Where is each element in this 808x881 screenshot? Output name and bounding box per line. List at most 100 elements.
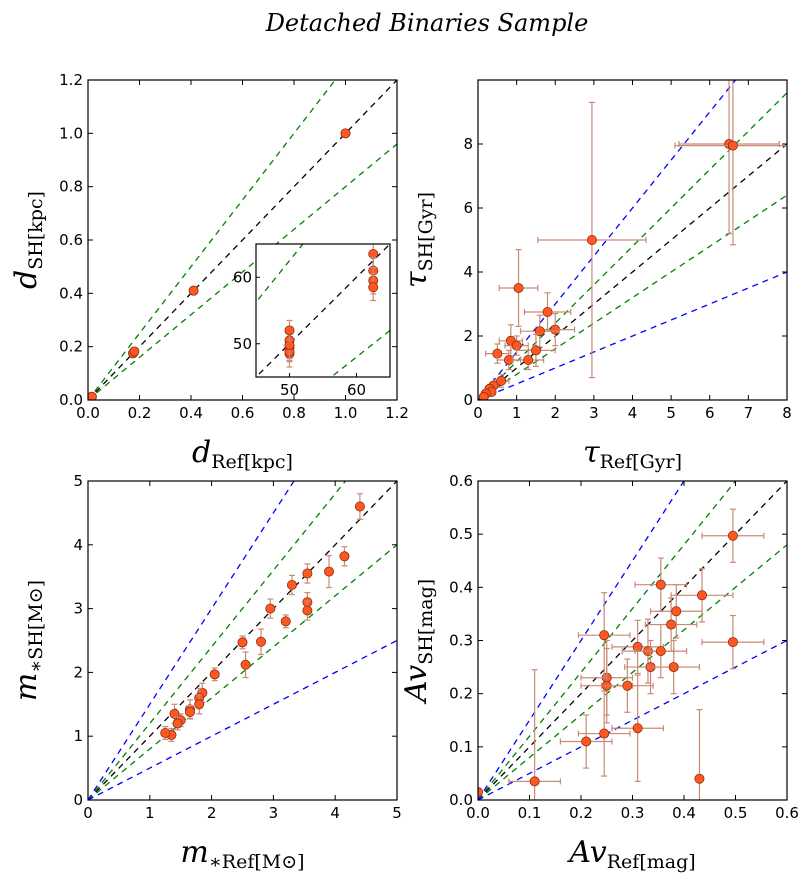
y-axis-label-sub: SH[Gyr] <box>415 192 437 271</box>
inset-data-points <box>284 244 379 368</box>
x-tick-label: 0.2 <box>569 804 593 822</box>
y-tick-label: 2 <box>73 663 83 681</box>
data-point <box>302 605 313 616</box>
data-point <box>492 348 503 359</box>
reference-line-0_8 <box>88 143 397 400</box>
data-point <box>529 776 540 787</box>
data-point <box>655 579 666 590</box>
data-point <box>550 324 561 335</box>
y-axis-label-sub: SH[kpc] <box>25 191 47 270</box>
data-point <box>727 140 738 151</box>
reference-line-1_2 <box>88 481 347 800</box>
reference-line-0_5 <box>478 639 787 800</box>
data-point <box>599 630 610 641</box>
x-tick-label: 0.0 <box>76 404 100 422</box>
x-axis-label: dRef[kpc] <box>192 435 293 473</box>
data-point <box>655 646 666 657</box>
data-points <box>478 80 787 400</box>
y-tick-label: 4 <box>73 536 83 554</box>
reference-line-1 <box>478 481 787 800</box>
x-axis-label: AvRef[mag] <box>566 835 695 873</box>
data-point <box>666 619 677 630</box>
x-tick-label: 0.0 <box>466 804 490 822</box>
data-point <box>129 346 140 357</box>
data-point <box>184 706 195 717</box>
x-tick-label: 6 <box>705 404 715 422</box>
inset-x-tick-label: 60 <box>347 381 366 399</box>
data-point <box>160 728 171 739</box>
data-points <box>478 508 765 800</box>
y-axis-label-sub: SH[mag] <box>415 579 437 665</box>
x-axis: 0.0 0.2 0.4 0.6 0.8 1.0 1.2 <box>76 80 409 422</box>
y-axis: 0.0 0.2 0.4 0.6 0.8 1.0 1.2 <box>59 71 397 409</box>
y-tick-label: 0.2 <box>449 685 473 703</box>
x-tick-label: 3 <box>269 804 279 822</box>
data-point <box>632 723 643 734</box>
y-axis-label-main: d <box>9 270 44 289</box>
y-tick-label: 1.2 <box>59 71 83 89</box>
x-tick-label: 2 <box>207 804 217 822</box>
data-point <box>169 708 180 719</box>
data-point <box>503 354 514 365</box>
y-tick-label: 0.3 <box>449 632 473 650</box>
reference-lines <box>478 80 787 400</box>
x-tick-label: 4 <box>330 804 340 822</box>
reference-line-1 <box>88 80 397 400</box>
x-axis-label-sub: Ref[kpc] <box>211 451 293 473</box>
data-point <box>237 637 248 648</box>
data-point <box>256 636 267 647</box>
data-point <box>523 354 534 365</box>
reference-line-1_5 <box>478 481 685 800</box>
x-tick-label: 8 <box>782 404 792 422</box>
y-axis: 0 2 4 6 8 <box>463 135 787 409</box>
data-point <box>668 662 679 673</box>
inset-panel: 50 60 50 60 <box>233 243 391 399</box>
y-tick-label: 0.4 <box>449 578 473 596</box>
x-axis-label-sub: Ref[mag] <box>607 851 696 873</box>
x-axis-label-main: m <box>180 835 208 870</box>
x-axis-label-sub: Ref[Gyr] <box>600 451 682 473</box>
y-axis-label-main: τ <box>399 271 434 288</box>
data-point <box>240 659 251 670</box>
x-tick-label: 1.2 <box>385 404 409 422</box>
x-axis-label-sub: ∗Ref[M⊙] <box>209 851 305 873</box>
y-tick-label: 0.6 <box>59 231 83 249</box>
data-point <box>280 616 291 627</box>
x-tick-label: 5 <box>392 804 402 822</box>
x-axis-label: τRef[Gyr] <box>583 435 682 473</box>
reference-line-1 <box>88 481 397 800</box>
y-axis: 0.0 0.1 0.2 0.3 0.4 0.5 0.6 <box>449 472 787 809</box>
data-point <box>88 391 97 400</box>
inset-y-tick-label: 60 <box>233 268 252 286</box>
x-tick-label: 0.4 <box>179 404 203 422</box>
data-point <box>339 551 350 562</box>
reference-line-1_5 <box>478 80 737 400</box>
data-point <box>340 128 351 139</box>
reference-line-1_2 <box>478 481 737 800</box>
reference-line-0_8 <box>478 194 787 400</box>
data-point <box>188 285 199 296</box>
data-point <box>534 326 545 337</box>
reference-line-0_5 <box>478 271 787 400</box>
x-tick-label: 2 <box>550 404 560 422</box>
panel-extinction: 0.0 0.1 0.2 0.3 0.4 0.5 0.60.00.10.20.30.40.50… <box>399 472 799 873</box>
inset-data-point <box>284 340 295 351</box>
data-point <box>599 728 610 739</box>
data-point <box>530 345 541 356</box>
x-tick-label: 0.3 <box>621 804 645 822</box>
data-point <box>354 501 365 512</box>
reference-lines <box>478 481 787 800</box>
x-axis-label-main: d <box>192 435 211 470</box>
data-point <box>286 579 297 590</box>
reference-line-0_8 <box>478 543 787 800</box>
x-tick-label: 3 <box>589 404 599 422</box>
y-tick-label: 5 <box>73 472 83 490</box>
y-tick-label: 0 <box>463 391 473 409</box>
y-axis-label: τSH[Gyr] <box>399 192 437 288</box>
data-point <box>172 718 183 729</box>
inset-data-point <box>284 325 295 336</box>
data-point <box>265 603 276 614</box>
y-axis-label-main: m <box>9 673 44 701</box>
y-tick-label: 1.0 <box>59 124 83 142</box>
